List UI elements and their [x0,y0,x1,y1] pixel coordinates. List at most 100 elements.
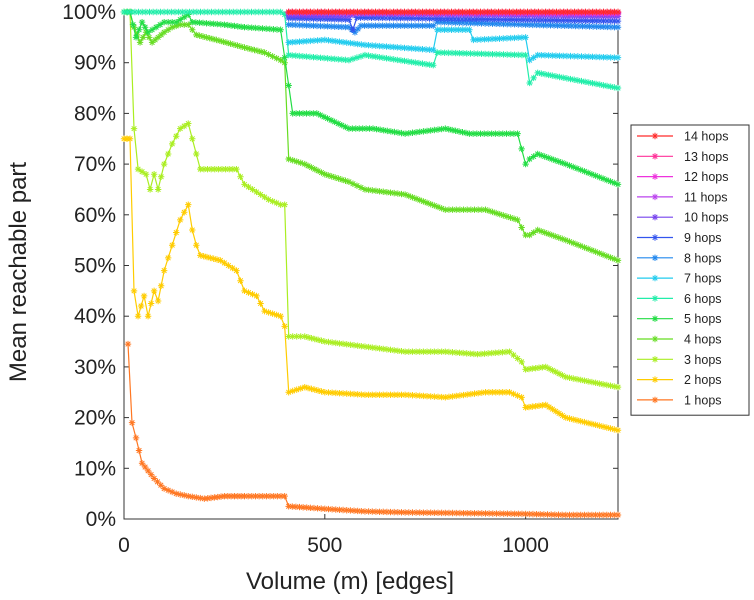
point-marker [320,12,328,20]
data-point [328,37,336,45]
point-marker [430,62,437,69]
point-marker [204,8,211,16]
data-point [445,348,453,356]
point-marker [144,29,152,36]
point-marker [434,509,442,517]
data-point [277,26,284,33]
point-marker [208,8,215,16]
data-point [573,165,581,172]
point-marker [573,376,581,383]
point-marker [599,423,607,430]
series-6-hops [120,8,622,92]
data-point [364,22,372,29]
point-marker [327,15,335,23]
point-marker [563,75,571,82]
data-point [539,402,546,409]
point-marker [277,26,284,33]
data-point [464,509,471,517]
data-point [185,21,192,28]
data-point [541,153,548,160]
data-point [241,492,248,500]
data-point [372,22,379,29]
point-marker [588,378,596,386]
point-marker [296,110,303,117]
point-marker [327,23,335,30]
data-point [269,53,276,60]
data-point [438,348,445,355]
data-point [331,16,338,23]
data-point [394,129,402,136]
point-marker [434,49,441,56]
data-point [458,15,466,23]
point-marker [560,74,567,81]
point-marker [489,510,496,517]
data-point [510,130,518,137]
point-marker [207,494,215,502]
point-marker [440,15,448,22]
series-line [124,138,619,431]
data-point [390,8,397,16]
point-marker [411,15,419,22]
point-marker [445,19,452,26]
data-point [509,8,517,16]
point-marker [331,12,338,20]
data-point [592,248,599,255]
data-point [277,201,284,208]
point-marker [401,8,408,16]
point-marker [353,182,361,189]
data-point [339,506,347,514]
data-point [327,23,335,30]
data-point [614,383,622,391]
data-point [245,183,252,191]
point-marker [455,128,463,135]
data-point [266,492,274,500]
data-point [361,343,369,350]
data-point [588,171,596,178]
data-point [358,41,365,48]
data-point [343,390,350,397]
data-point [376,345,383,352]
point-marker [467,50,474,57]
y-tick-label: 40% [74,305,116,328]
point-marker [361,8,368,16]
point-marker [368,52,376,60]
point-marker [495,349,503,356]
data-point [603,252,611,260]
data-point [339,8,347,16]
point-marker [376,54,383,61]
data-point [398,129,405,137]
data-point [502,8,510,16]
point-marker [441,26,448,33]
point-marker [376,126,384,133]
data-point [451,8,459,16]
data-point [237,23,245,30]
point-marker [492,389,499,396]
data-point [253,188,260,196]
point-marker [499,130,506,137]
data-point [241,8,248,16]
data-point [273,55,280,62]
data-point [409,194,416,201]
data-point [227,40,234,47]
point-marker [373,125,380,133]
point-marker [301,383,308,391]
point-marker [393,14,401,22]
point-marker [588,171,596,178]
legend-label: 2 hops [684,373,722,387]
point-marker [338,16,346,23]
point-marker [592,248,599,255]
point-marker [352,125,359,132]
point-marker [420,348,427,355]
point-marker [354,507,361,515]
point-marker [328,37,336,45]
point-marker [441,8,448,16]
data-point [345,56,353,64]
point-marker [537,152,545,159]
data-point [408,8,415,16]
data-point [584,419,592,427]
data-point [310,37,318,44]
data-point [314,387,322,394]
point-marker [372,391,380,398]
point-marker [199,19,207,27]
